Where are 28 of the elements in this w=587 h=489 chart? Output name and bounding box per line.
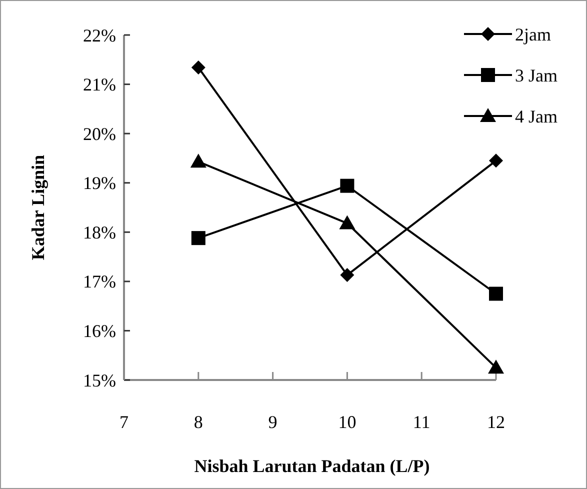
y-tick-label: 16%: [83, 321, 116, 342]
point: [339, 215, 356, 230]
y-tick-label: 22%: [83, 25, 116, 46]
point: [340, 268, 354, 282]
point: [191, 60, 206, 75]
x-tick-label: 11: [412, 412, 430, 432]
x-tick-label: 10: [338, 412, 356, 432]
legend-label: 4 Jam: [515, 106, 558, 126]
y-tick-label: 18%: [83, 222, 116, 242]
point: [340, 178, 354, 193]
y-tick-label: 20%: [83, 124, 116, 144]
point: [488, 360, 504, 374]
x-axis-title: Nisbah Larutan Padatan (L/P): [194, 456, 430, 476]
y-tick-label: 15%: [83, 370, 116, 390]
point: [489, 154, 503, 168]
legend-label: 3 Jam: [515, 65, 558, 86]
point: [191, 231, 206, 246]
x-tick-label: 12: [487, 412, 505, 432]
y-tick-label: 21%: [83, 74, 116, 95]
point: [489, 286, 503, 301]
y-axis-title: Kadar Lignin: [28, 154, 48, 260]
x-tick-label: 7: [120, 412, 128, 432]
x-tick-label: 9: [268, 412, 278, 432]
y-tick-label: 19%: [83, 173, 116, 194]
point: [190, 154, 206, 168]
x-tick-label: 8: [194, 412, 203, 432]
y-tick-label: 17%: [83, 272, 116, 292]
legend-label: 2jam: [515, 24, 551, 44]
